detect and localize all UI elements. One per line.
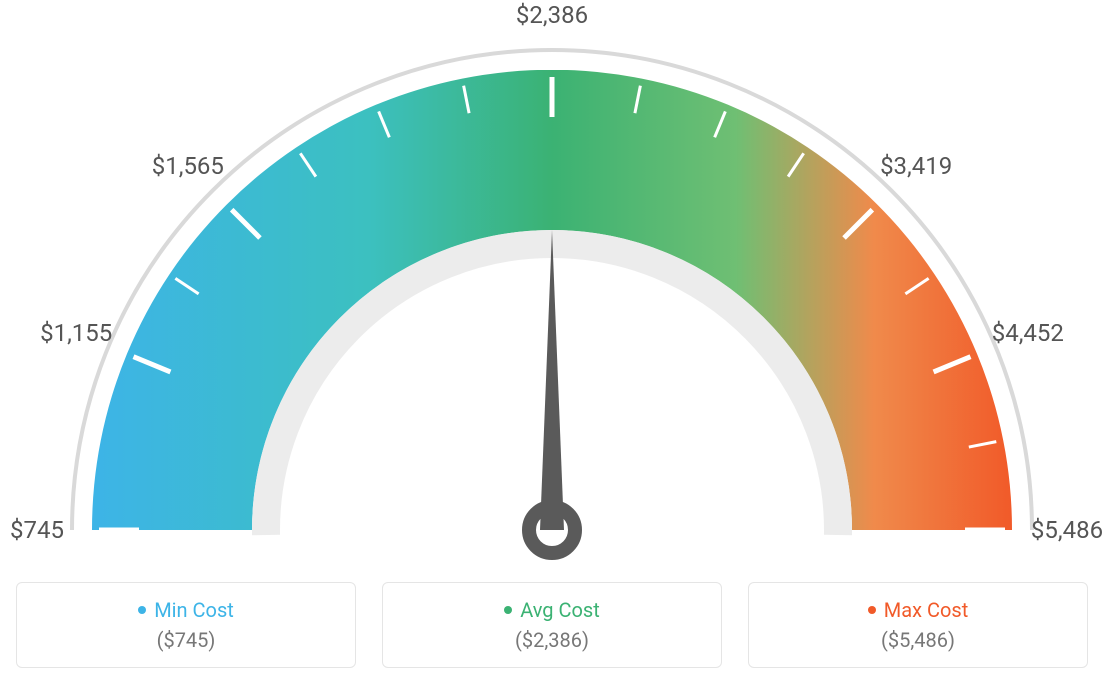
tick-label: $3,419 xyxy=(880,152,952,180)
legend-row: Min Cost ($745) Avg Cost ($2,386) Max Cost ($… xyxy=(0,582,1104,668)
cost-gauge: $745 $1,155 $1,565 $2,386 $3,419 $4,452 $5,486 xyxy=(0,0,1104,560)
gauge-svg xyxy=(0,0,1104,560)
legend-card-top: Max Cost xyxy=(868,598,969,622)
legend-card: Max Cost ($5,486) xyxy=(748,582,1088,668)
tick-label: $4,452 xyxy=(992,319,1064,347)
tick-label: $5,486 xyxy=(1031,516,1103,544)
tick-label: $2,386 xyxy=(516,1,588,29)
legend-card: Avg Cost ($2,386) xyxy=(382,582,722,668)
tick-label: $1,565 xyxy=(152,152,224,180)
legend-card-top: Min Cost xyxy=(138,598,234,622)
legend-label: Min Cost xyxy=(154,598,234,622)
legend-label: Avg Cost xyxy=(520,598,600,622)
legend-value: ($745) xyxy=(157,628,216,652)
legend-value: ($5,486) xyxy=(881,628,955,652)
legend-dot xyxy=(868,606,876,614)
legend-value: ($2,386) xyxy=(515,628,589,652)
tick-label: $745 xyxy=(10,516,64,544)
legend-card: Min Cost ($745) xyxy=(16,582,356,668)
legend-label: Max Cost xyxy=(884,598,969,622)
legend-dot xyxy=(504,606,512,614)
legend-dot xyxy=(138,606,146,614)
tick-label: $1,155 xyxy=(40,319,112,347)
legend-card-top: Avg Cost xyxy=(504,598,600,622)
